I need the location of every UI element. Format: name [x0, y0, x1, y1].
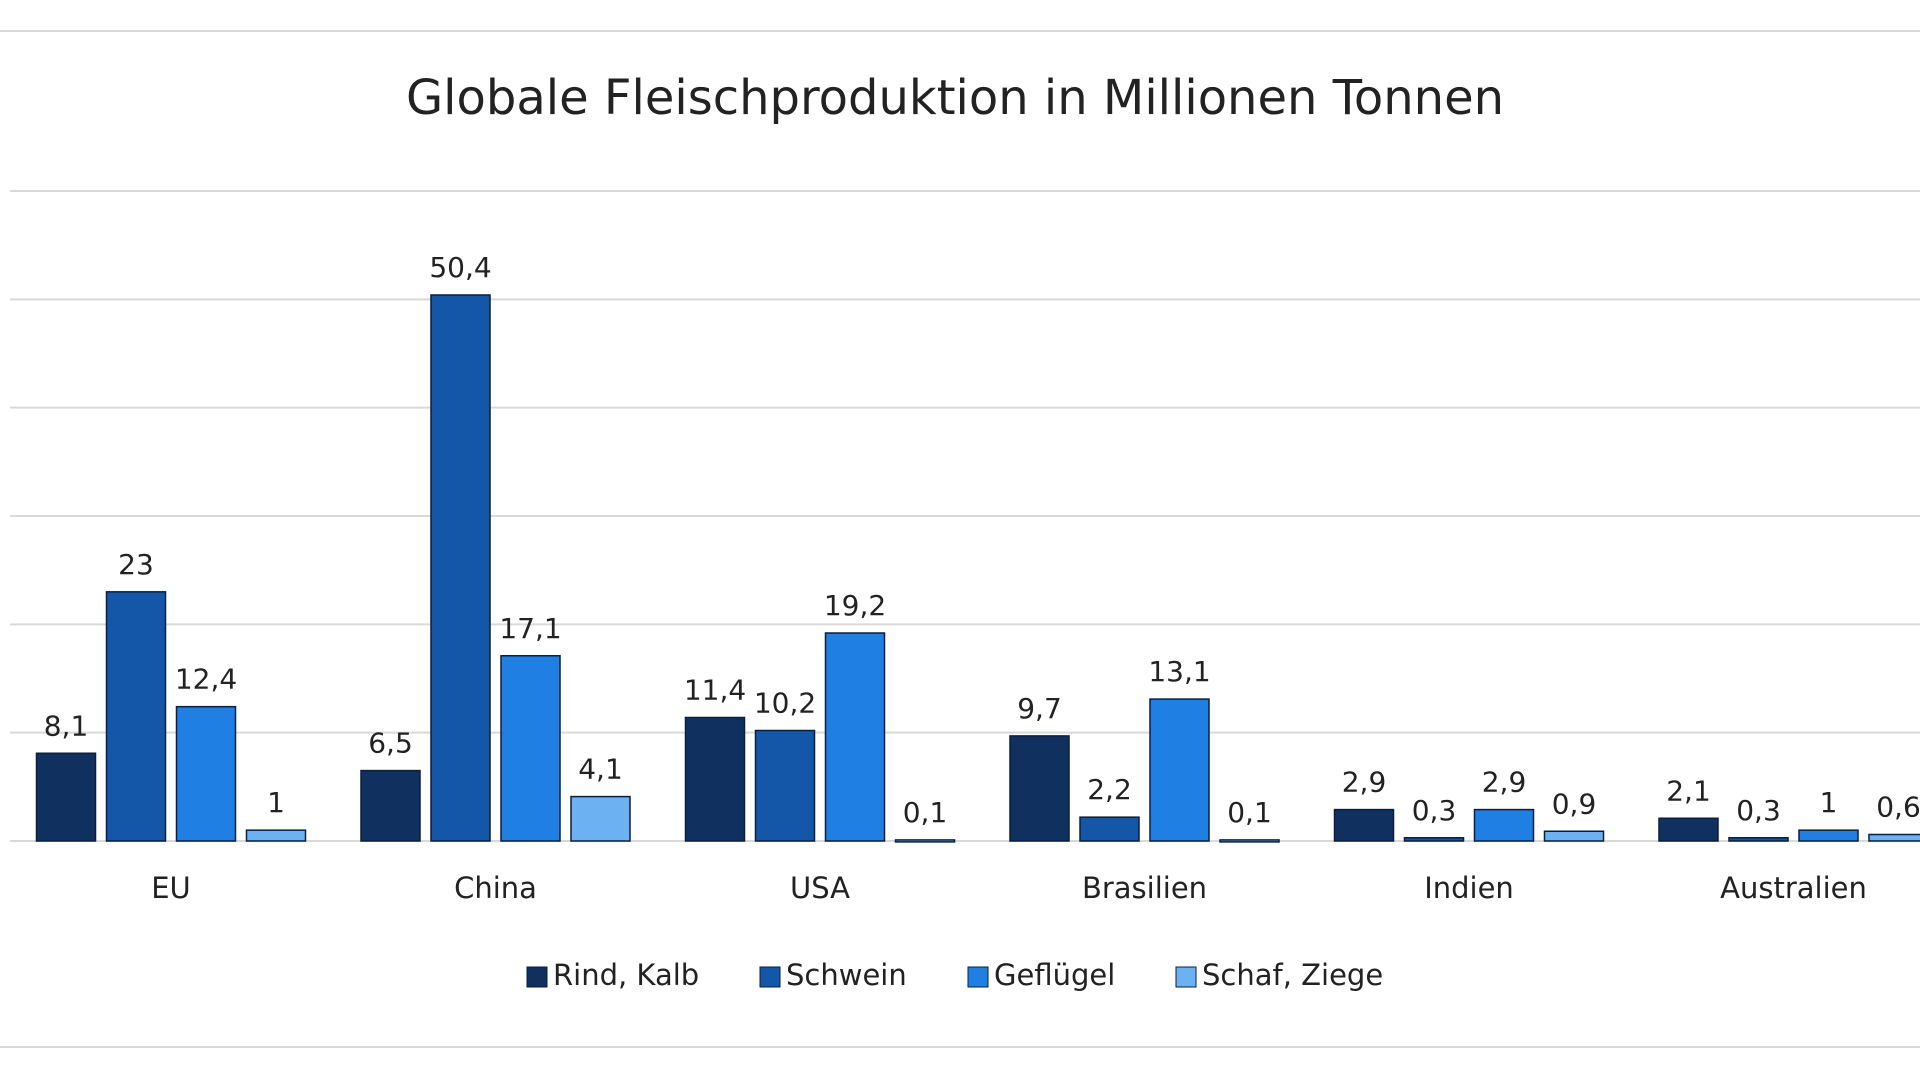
bar: [500, 655, 561, 842]
bar: [1543, 830, 1605, 842]
bar: [1403, 837, 1465, 842]
bar: [1658, 817, 1719, 842]
data-label: 9,7: [1017, 692, 1062, 725]
bar: [1079, 816, 1140, 842]
data-label: 2,1: [1666, 774, 1711, 807]
bar: [894, 839, 956, 843]
data-label: 2,9: [1482, 766, 1527, 799]
bar: [1728, 837, 1789, 842]
data-label: 10,2: [754, 687, 816, 720]
bar: [1798, 829, 1859, 842]
legend-swatch: [1175, 966, 1197, 988]
data-label: 11,4: [684, 674, 746, 707]
data-label: 0,6: [1876, 791, 1920, 824]
data-label: 1: [267, 786, 285, 819]
bar: [1149, 698, 1210, 842]
data-label: 12,4: [175, 663, 237, 696]
bar: [1009, 735, 1070, 842]
data-label: 19,2: [824, 589, 886, 622]
legend-label: Schwein: [786, 958, 907, 992]
legend-label: Rind, Kalb: [553, 958, 699, 992]
bar: [1333, 808, 1395, 842]
bar: [824, 632, 886, 842]
x-tick-label: EU: [151, 871, 191, 905]
data-label: 8,1: [44, 709, 89, 742]
chart-title: Globale Fleischproduktion in Millionen T…: [406, 70, 1504, 126]
bar: [360, 769, 421, 842]
bar: [245, 829, 307, 842]
data-label: 1: [1820, 786, 1838, 819]
data-label: 0,3: [1412, 794, 1457, 827]
legend-swatch: [759, 966, 781, 988]
data-label: 6,5: [368, 727, 413, 760]
x-tick-label: USA: [790, 871, 850, 905]
data-label: 2,2: [1087, 773, 1132, 806]
x-tick-label: Indien: [1424, 871, 1514, 905]
data-label: 0,3: [1736, 794, 1781, 827]
legend-swatch: [967, 966, 989, 988]
data-label: 2,9: [1342, 766, 1387, 799]
x-tick-label: Australien: [1720, 871, 1867, 905]
bar: [570, 795, 631, 842]
data-label: 13,1: [1148, 655, 1210, 688]
bar: [1473, 808, 1535, 842]
legend-swatch: [526, 966, 548, 988]
data-label: 0,9: [1552, 787, 1597, 820]
data-label: 50,4: [429, 251, 491, 284]
data-label: 17,1: [499, 612, 561, 645]
bar: [105, 591, 167, 842]
x-tick-label: Brasilien: [1082, 871, 1207, 905]
bar: [1868, 833, 1920, 842]
bar: [754, 729, 816, 842]
legend-label: Geflügel: [994, 958, 1115, 992]
bar: [175, 705, 237, 842]
bar: [430, 294, 491, 842]
x-tick-label: China: [454, 871, 537, 905]
bar: [35, 752, 97, 842]
bar: [684, 716, 746, 842]
data-label: 0,1: [903, 796, 948, 829]
legend-label: Schaf, Ziege: [1202, 958, 1383, 992]
data-label: 23: [118, 548, 154, 581]
bar: [1219, 839, 1280, 843]
data-label: 0,1: [1227, 796, 1272, 829]
data-label: 4,1: [578, 753, 623, 786]
